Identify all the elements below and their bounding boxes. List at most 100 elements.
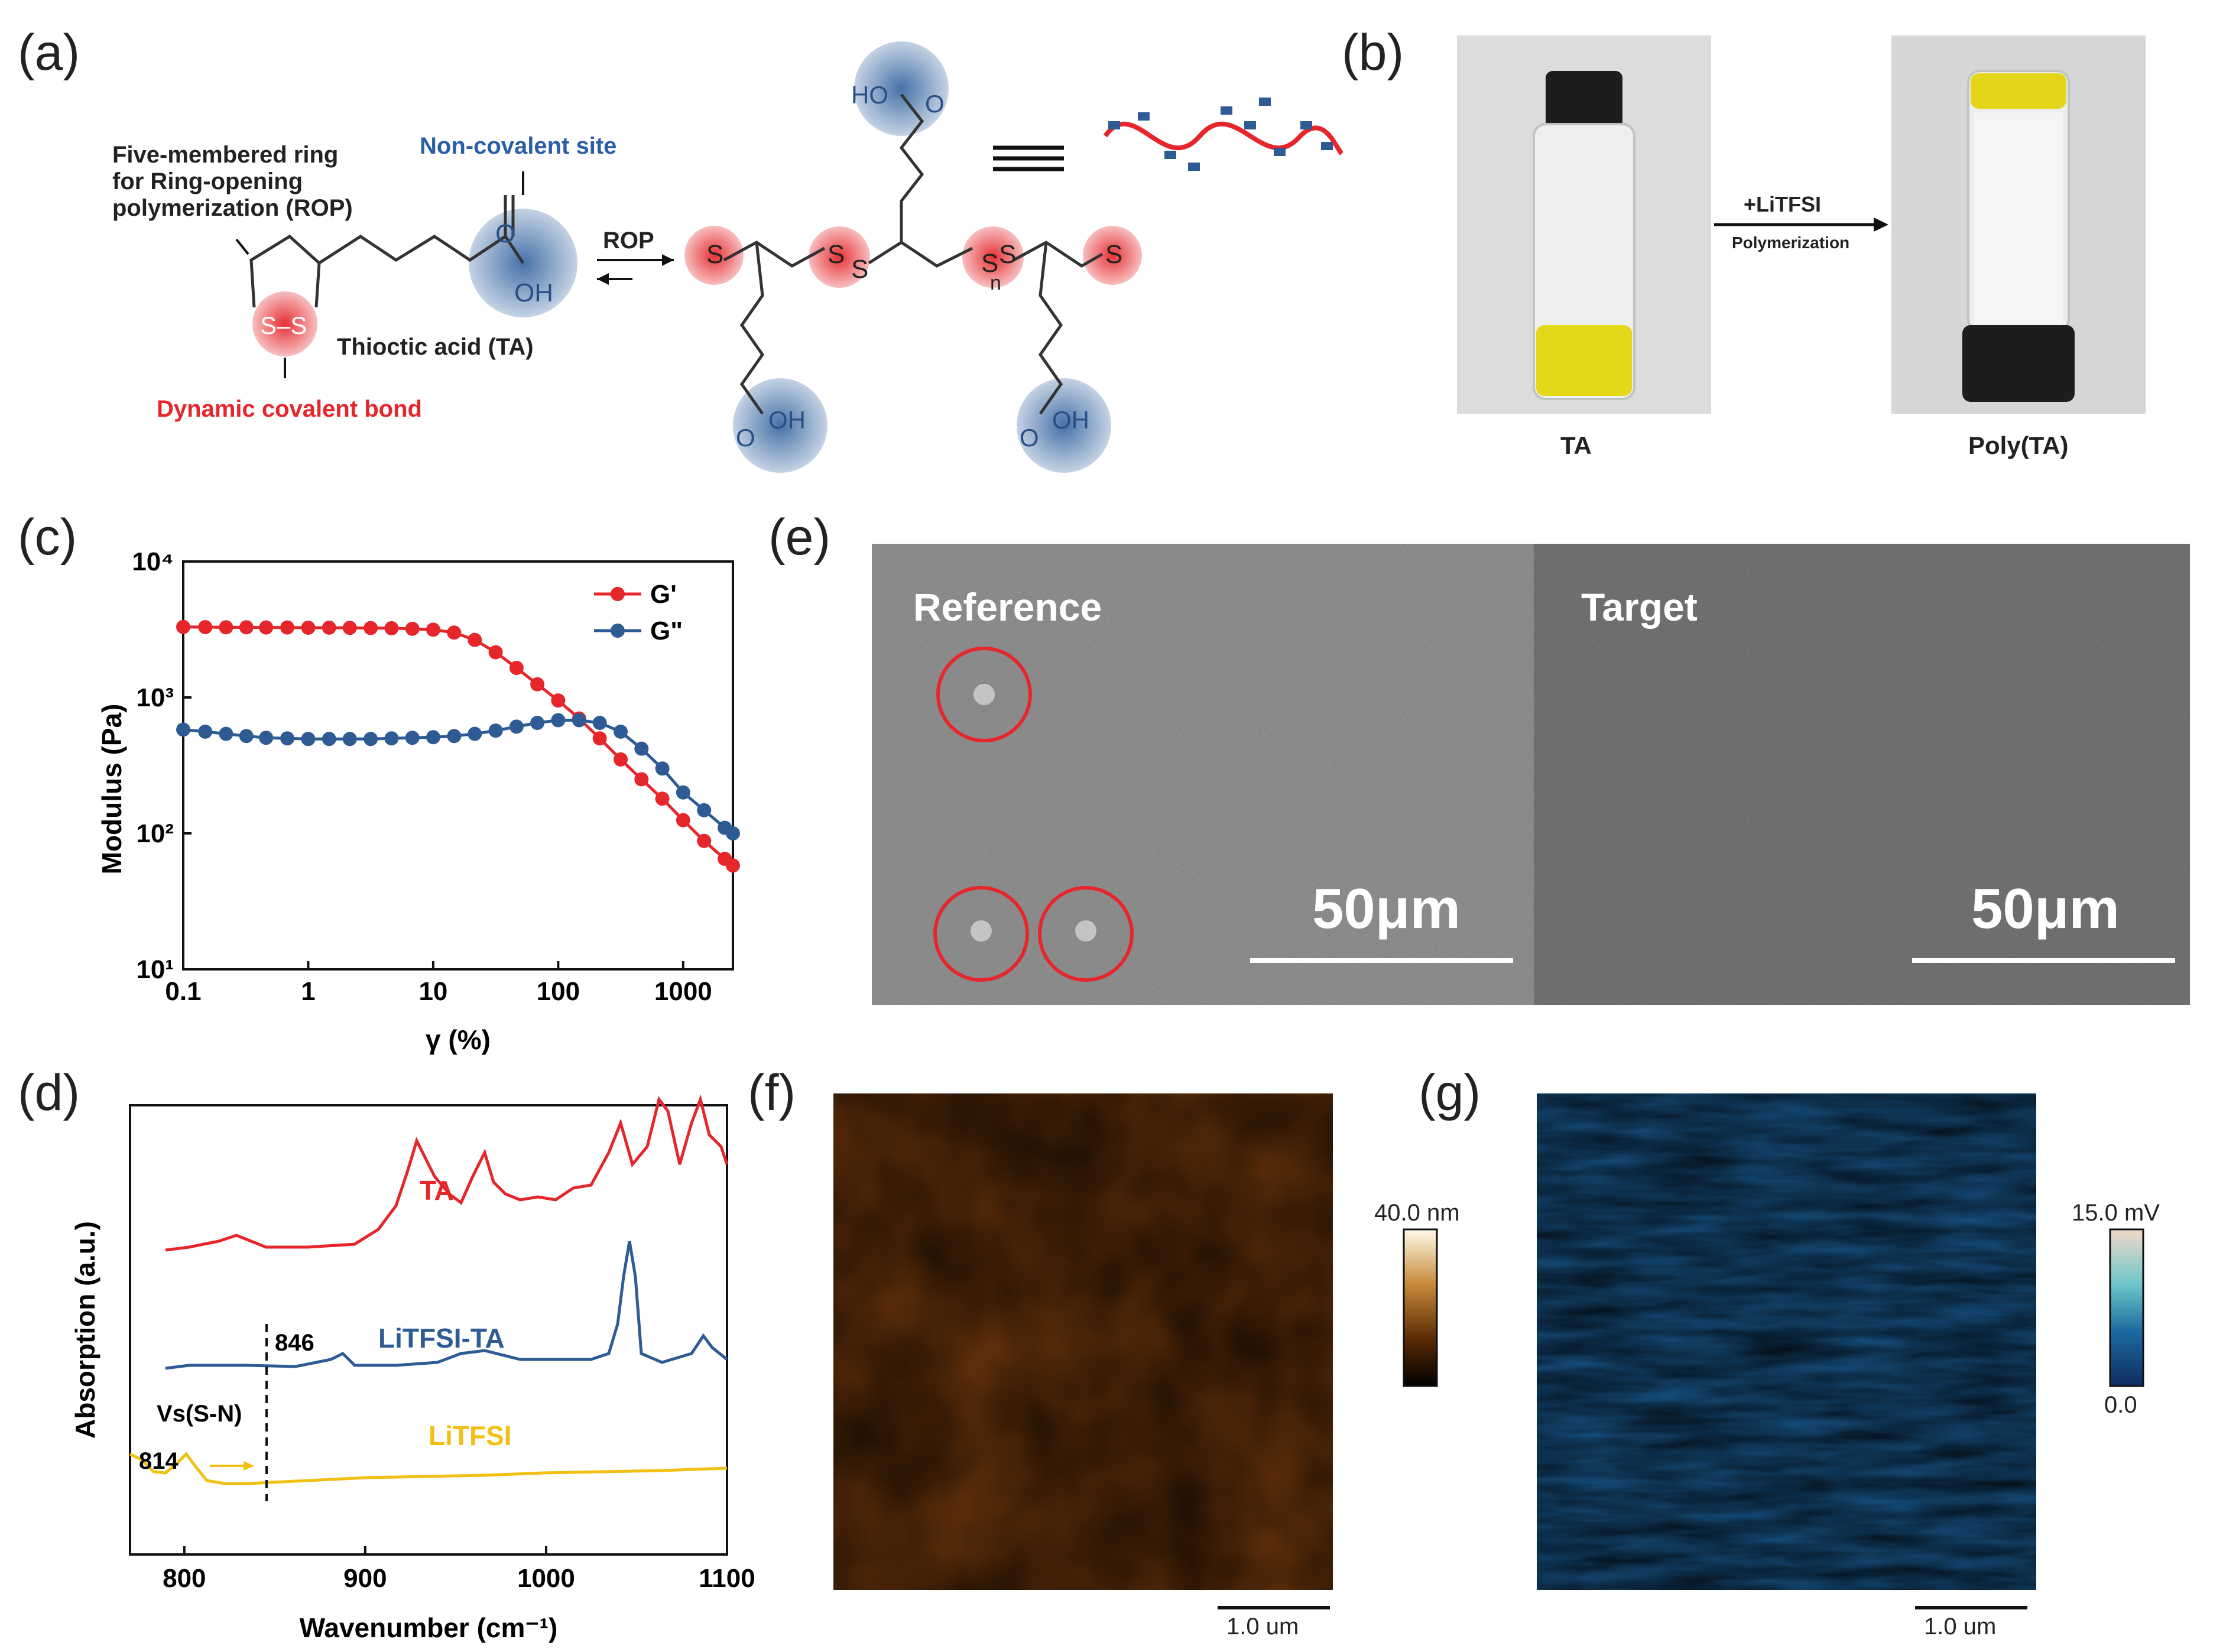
poly-o-right: O (1020, 424, 1039, 452)
defect-circle-3 (1038, 886, 1134, 982)
data-point (405, 731, 420, 745)
data-point (426, 730, 440, 745)
scale-left: 50μm (1312, 877, 1461, 940)
data-point (384, 731, 399, 746)
x-tick-label: 1 (301, 977, 315, 1006)
data-point (176, 619, 190, 634)
data-point (488, 723, 503, 738)
data-point (259, 620, 274, 635)
series-line-0 (183, 625, 734, 867)
legend-label: G" (650, 616, 683, 645)
afm-height-map (833, 1093, 1333, 1590)
x-tick-label-d: 1100 (699, 1564, 755, 1593)
y-tick-label: 10⁴ (132, 547, 174, 576)
plot-frame-d (129, 1104, 728, 1556)
poly-ta-vial-label: Poly(TA) (1968, 431, 2069, 459)
data-point (634, 772, 649, 787)
data-point (364, 732, 378, 747)
panel-e-sem: Reference Target 50μm 50μm (872, 544, 2190, 1005)
data-point (634, 741, 649, 756)
wavy-chain-icon (1103, 121, 1344, 155)
x-axis-label: γ (%) (426, 1024, 491, 1055)
ring-label-1: Five-membered ring (112, 142, 338, 168)
data-point (572, 713, 586, 728)
data-point (364, 621, 378, 635)
panel-d-chart: Absorption (a.u.) Wavenumber (cm⁻¹) 800 9… (71, 1094, 755, 1643)
poly-ho: HO (851, 81, 888, 109)
ta-name-label: Thioctic acid (TA) (337, 334, 534, 360)
y-tick-label: 10¹ (136, 955, 174, 984)
data-point (405, 621, 420, 636)
poly-oh-left: OH (768, 406, 806, 434)
photo-ta-vial (1457, 35, 1711, 414)
series-ta-line (165, 1094, 729, 1252)
data-point (219, 620, 233, 635)
x-axis-label-d: Wavenumber (cm⁻¹) (300, 1612, 558, 1643)
panel-f-afm: 40.0 nm 1.0 um (833, 1093, 1460, 1637)
poly-s-4: S (981, 249, 998, 278)
ring-label-3: polymerization (ROP) (112, 195, 353, 221)
data-point (530, 677, 545, 692)
data-point (239, 729, 254, 744)
panel-label-e: (e) (768, 509, 831, 566)
scalebar-g: 1.0 um (1924, 1614, 1996, 1637)
data-point (551, 693, 566, 708)
poly-s-6: S (1105, 240, 1122, 269)
data-point (239, 620, 254, 635)
data-point (551, 713, 566, 728)
x-tick-label-d: 900 (343, 1564, 387, 1593)
series-litfsi-line (129, 1452, 728, 1485)
panel-label-g: (g) (1419, 1064, 1481, 1121)
data-point (280, 731, 295, 746)
data-point (426, 622, 440, 637)
data-point (726, 858, 740, 873)
colorbar-g-max: 15.0 mV (2072, 1200, 2160, 1226)
poly-oh-right: OH (1052, 406, 1089, 434)
data-point (198, 724, 213, 739)
ta-vial-label: TA (1560, 431, 1592, 459)
poly-s-1: S (706, 240, 723, 269)
scalebar-f: 1.0 um (1226, 1614, 1299, 1637)
kpfm-potential-map (1537, 1093, 2036, 1590)
panel-g-kpfm: 15.0 mV 0.0 1.0 um (1537, 1093, 2160, 1637)
y-tick-label: 10² (136, 819, 174, 848)
colorbar-f (1403, 1228, 1438, 1387)
data-point (509, 660, 524, 675)
panel-a-scheme: O OH S–S Five-membered ring for Ring-ope… (112, 41, 1344, 473)
plot-frame (182, 560, 734, 971)
data-point (655, 761, 670, 776)
target-label: Target (1581, 585, 1698, 629)
panel-b-arrow (1714, 218, 1888, 232)
data-point (447, 729, 462, 744)
legend-marker (611, 587, 625, 601)
y-axis-label: Modulus (Pa) (96, 704, 127, 875)
x-tick-label-d: 800 (163, 1564, 206, 1593)
data-point (592, 731, 607, 746)
legend-label: G' (650, 580, 677, 609)
data-point (655, 791, 670, 806)
data-point (301, 620, 316, 635)
panel-c-chart: Modulus (Pa) γ (%) 0.1 1 10 100 1000 10¹ 10² 10… (96, 547, 740, 1055)
ta-oh-label: OH (514, 278, 553, 307)
data-point (384, 621, 399, 635)
colorbar-f-max: 40.0 nm (1374, 1200, 1460, 1226)
colorbar-g-min: 0.0 (2104, 1392, 2137, 1418)
data-point (468, 726, 482, 741)
data-point (301, 732, 316, 747)
ta-o-label: O (495, 219, 515, 248)
x-tick-label-d: 1000 (517, 1564, 575, 1593)
rop-label: ROP (603, 228, 654, 254)
series-litfsi-ta-line (165, 1241, 728, 1370)
data-point (198, 620, 213, 635)
data-point (176, 722, 190, 737)
data-point (592, 716, 607, 731)
panel-label-a: (a) (18, 24, 80, 81)
ss-label: S–S (260, 311, 307, 339)
annot-814: 814 (139, 1448, 179, 1474)
label-ta: TA (420, 1175, 454, 1206)
annot-vs: Vs(S-N) (157, 1401, 242, 1427)
data-point (322, 732, 336, 747)
data-point (726, 826, 740, 840)
photo-poly-ta-vial (1891, 35, 2146, 414)
data-point (697, 803, 712, 817)
